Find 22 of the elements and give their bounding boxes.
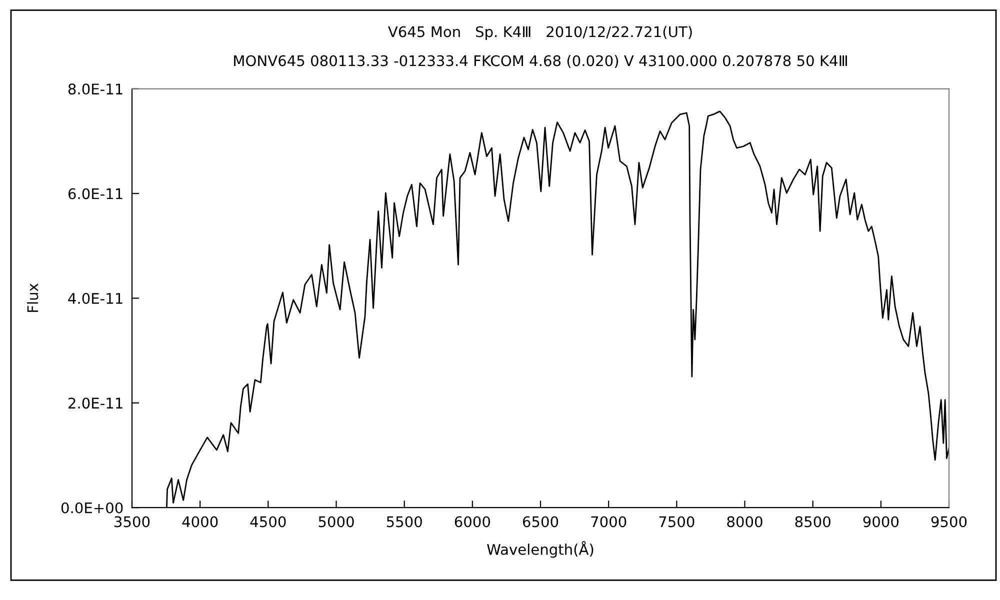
y-tick-label: 4.0E-11 xyxy=(68,292,122,304)
x-tick-label: 6500 xyxy=(522,516,558,528)
y-tick-label: 8.0E-11 xyxy=(68,84,122,95)
y-tick-label: 2.0E-11 xyxy=(68,398,122,409)
x-tick-label: 3500 xyxy=(114,516,150,528)
x-tick-label: 9500 xyxy=(931,516,967,528)
x-tick-label: 4500 xyxy=(250,516,286,528)
x-tick-label: 7000 xyxy=(591,516,626,528)
x-tick-label: 6000 xyxy=(454,516,490,528)
x-tick-label: 8000 xyxy=(727,516,762,528)
x-tick-label: 5000 xyxy=(318,516,354,528)
x-axis-title: Wavelength(Å) xyxy=(487,541,594,558)
x-tick-label: 7500 xyxy=(659,516,694,528)
chart-title: V645 Mon Sp. K4Ⅲ 2010/12/22.721(UT) xyxy=(388,26,692,40)
x-tick-label: 9000 xyxy=(863,516,899,528)
y-tick-label: 0.0E+00 xyxy=(61,502,123,514)
x-tick-label: 8500 xyxy=(795,516,830,528)
y-axis-title: Flux xyxy=(26,284,38,312)
x-tick-label: 5500 xyxy=(386,516,422,528)
y-tick-label: 6.0E-11 xyxy=(68,188,122,200)
chart-subtitle: MONV645 080113.33 -012333.4 FKCOM 4.68 (0.020) V 43100.000 0.207878 50 K4Ⅲ xyxy=(234,54,847,68)
x-tick-label: 4000 xyxy=(182,516,218,528)
